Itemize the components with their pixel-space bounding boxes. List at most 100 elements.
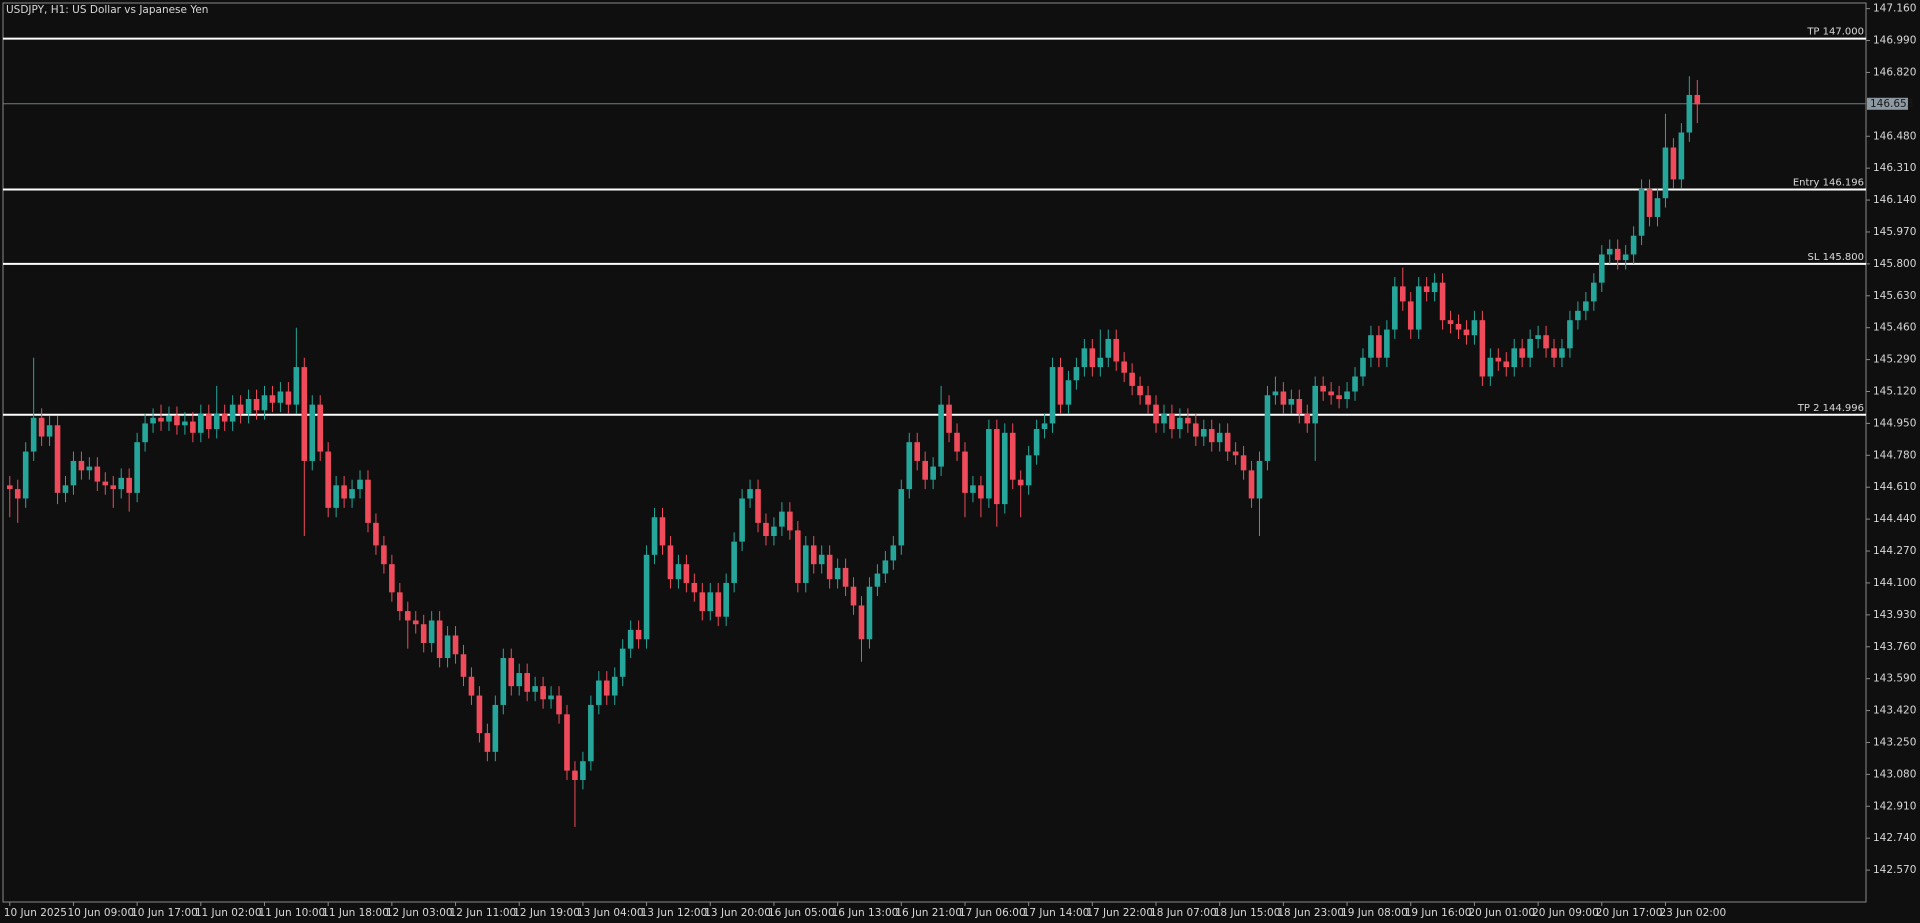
candle-body	[1296, 399, 1303, 415]
candle-body	[1551, 348, 1557, 358]
y-tick-label: 145.800	[1873, 258, 1916, 270]
candle-body	[420, 624, 427, 643]
candle-body	[70, 460, 77, 486]
x-tick-label: 17 Jun 14:00	[1023, 907, 1090, 919]
candle-body	[404, 611, 411, 621]
y-tick-label: 143.250	[1873, 736, 1916, 748]
candle-body	[1177, 417, 1183, 430]
candle-body	[261, 395, 268, 411]
candle-body	[237, 404, 244, 415]
y-tick-label: 145.120	[1873, 386, 1916, 398]
candle-body	[970, 485, 976, 493]
candle-body	[938, 404, 944, 467]
candle-body	[1503, 361, 1510, 368]
x-tick-label: 18 Jun 23:00	[1277, 907, 1344, 919]
candle-body	[381, 545, 387, 565]
candle-body	[317, 404, 324, 452]
candle-body	[1614, 248, 1621, 261]
candle-body	[771, 526, 777, 537]
candle-body	[1407, 301, 1414, 330]
candle-body	[755, 489, 761, 523]
candle-body	[1248, 470, 1255, 499]
x-tick-label: 20 Jun 09:00	[1532, 907, 1599, 919]
candle-body	[444, 635, 451, 659]
candle-body	[1535, 335, 1541, 339]
x-tick-label: 17 Jun 06:00	[959, 907, 1026, 919]
candle-body	[1025, 455, 1032, 486]
candle-body	[1455, 323, 1462, 330]
y-tick-label: 145.290	[1873, 354, 1916, 366]
candle-body	[142, 423, 148, 443]
candle-body	[22, 451, 29, 499]
y-tick-label: 146.140	[1873, 194, 1916, 206]
candle-body	[1193, 423, 1199, 437]
candle-body	[603, 680, 610, 696]
candle-body	[1208, 429, 1215, 443]
x-tick-label: 16 Jun 21:00	[895, 907, 962, 919]
x-tick-label: 19 Jun 08:00	[1341, 907, 1408, 919]
y-tick-label: 144.610	[1873, 481, 1916, 493]
x-tick-label: 13 Jun 04:00	[577, 907, 644, 919]
candle-body	[787, 511, 793, 531]
x-tick-label: 12 Jun 19:00	[513, 907, 580, 919]
candle-body	[659, 517, 666, 546]
x-tick-label: 10 Jun 09:00	[67, 907, 134, 919]
candle-body	[651, 517, 658, 555]
candle-body	[245, 399, 252, 415]
y-tick-label: 146.990	[1873, 35, 1916, 47]
candle-body	[1049, 367, 1056, 424]
candle-body	[174, 415, 180, 426]
candle-body	[810, 545, 817, 565]
candle-body	[1360, 357, 1366, 377]
candle-body	[1113, 338, 1120, 362]
candle-body	[898, 489, 905, 546]
candle-body	[1352, 376, 1358, 392]
candle-body	[611, 676, 618, 696]
candle-body	[1694, 94, 1701, 105]
y-tick-label: 145.970	[1873, 226, 1916, 238]
candle-body	[1041, 423, 1048, 430]
x-tick-label: 18 Jun 15:00	[1214, 907, 1281, 919]
candle-body	[190, 421, 196, 433]
candle-body	[166, 415, 172, 422]
candle-body	[739, 498, 745, 542]
candle-body	[78, 460, 85, 471]
candle-body	[309, 404, 316, 461]
candle-body	[675, 564, 682, 580]
candle-body	[1527, 338, 1533, 358]
y-tick-label: 144.100	[1873, 577, 1916, 589]
candle-body	[118, 477, 125, 490]
candle-body	[834, 567, 841, 580]
candle-body	[572, 770, 578, 781]
x-tick-label: 11 Jun 02:00	[195, 907, 262, 919]
candle-body	[1415, 286, 1422, 330]
y-tick-label: 142.740	[1873, 832, 1916, 844]
candle-body	[1511, 348, 1518, 368]
candle-body	[1232, 451, 1239, 456]
candle-body	[1057, 367, 1064, 405]
y-tick-label: 145.460	[1873, 322, 1916, 334]
candle-body	[1009, 432, 1016, 480]
candle-body	[1216, 432, 1223, 443]
candle-body	[922, 460, 928, 480]
candle-body	[627, 629, 634, 649]
candle-body	[62, 485, 69, 493]
candle-body	[86, 466, 93, 471]
candle-body	[874, 573, 881, 587]
y-tick-label: 144.270	[1873, 545, 1916, 557]
candle-body	[1264, 395, 1271, 461]
candle-body	[1678, 132, 1685, 180]
candle-body	[516, 673, 523, 687]
candle-body	[540, 686, 546, 700]
candle-body	[1686, 94, 1693, 133]
candle-body	[1399, 286, 1406, 302]
candle-body	[850, 586, 857, 606]
candle-body	[715, 592, 722, 617]
candle-body	[460, 654, 467, 677]
candle-body	[508, 658, 515, 687]
candle-body	[1368, 335, 1374, 358]
candle-body	[1638, 188, 1645, 236]
candle-body	[914, 442, 921, 461]
y-tick-label: 143.930	[1873, 609, 1916, 621]
